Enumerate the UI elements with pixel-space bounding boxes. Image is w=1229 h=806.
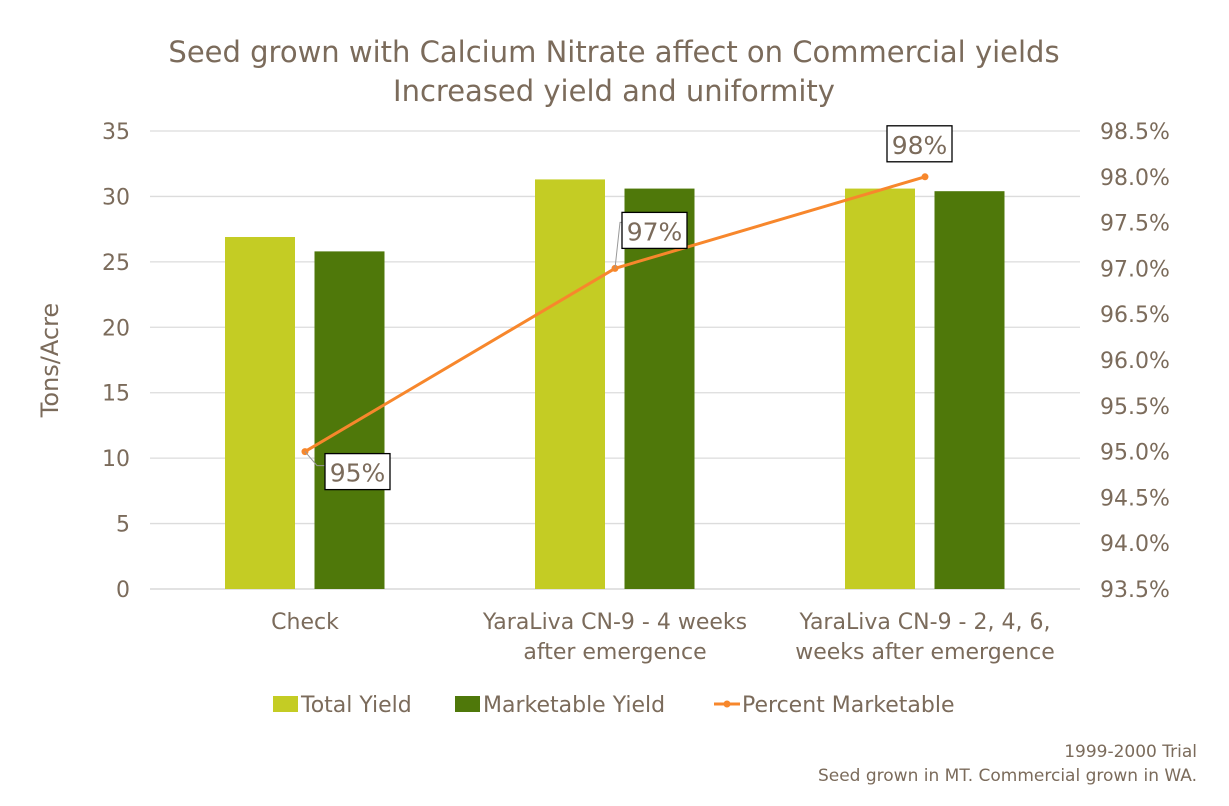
footnote-line-1: 1999-2000 Trial [1064,742,1197,762]
y2-tick-label: 96.0% [1100,349,1170,374]
footnote-line-2: Seed grown in MT. Commercial grown in WA… [818,766,1197,786]
y2-tick-label: 98.5% [1100,120,1170,145]
legend-label: Marketable Yield [483,693,665,718]
y2-tick-label: 98.0% [1100,166,1170,191]
y2-tick-label: 97.5% [1100,212,1170,237]
bar-marketable-yield [934,191,1005,590]
legend-label: Total Yield [300,693,412,718]
gridlines [150,130,1080,590]
y2-tick-label: 96.5% [1100,303,1170,328]
y2-tick-label: 97.0% [1100,257,1170,282]
y-axis-label: Tons/Acre [36,303,64,418]
bars [225,179,1005,590]
x-tick-label: weeks after emergence [795,640,1055,665]
percent-marketable-line [304,175,926,453]
x-tick-label: Check [271,610,339,635]
legend-swatch [455,696,480,712]
y-tick-label: 15 [102,382,130,407]
x-axis-ticks: Check YaraLiva CN-9 - 4 weeks after emerge… [271,610,1055,665]
y-tick-label: 25 [102,251,130,276]
legend: Total Yield Marketable Yield Percent Marke… [273,693,955,718]
y2-tick-label: 94.5% [1100,486,1170,511]
x-tick-label: after emergence [523,640,706,665]
x-tick-label: YaraLiva CN-9 - 4 weeks [482,610,747,635]
y2-tick-label: 94.0% [1100,532,1170,557]
chart-title: Seed grown with Calcium Nitrate affect o… [168,35,1059,69]
legend-marker [723,700,731,708]
data-label: 95% [330,459,386,488]
data-label-box [324,452,391,491]
y2-axis-ticks: 93.5% 94.0% 94.5% 95.0% 95.5% 96.0% 96.5% 97.0%… [1100,120,1170,603]
percent-line: 95% 97% 98% [301,125,953,491]
y2-tick-label: 95.0% [1100,441,1170,466]
chart-subtitle: Increased yield and uniformity [393,74,835,108]
y2-tick-label: 93.5% [1100,578,1170,603]
label-leader [304,451,325,467]
label-leader [614,221,622,269]
y-tick-label: 0 [116,578,130,603]
legend-swatch [273,696,298,712]
line-point [921,173,929,181]
legend-label: Percent Marketable [742,693,955,718]
bar-marketable-yield [314,251,385,590]
data-label-box [886,125,953,163]
y-axis-ticks: 0 5 10 15 20 25 30 35 [102,120,130,603]
y2-tick-label: 95.5% [1100,395,1170,420]
data-label: 97% [627,217,683,246]
y-tick-label: 20 [102,316,130,341]
bar-total-yield [225,236,295,589]
data-label: 98% [892,131,948,160]
y-tick-label: 30 [102,185,130,210]
bar-total-yield [535,179,605,589]
data-label-box [621,211,688,250]
y-tick-label: 35 [102,120,130,145]
bar-total-yield [845,188,915,589]
y-tick-label: 5 [116,513,130,538]
x-tick-label: YaraLiva CN-9 - 2, 4, 6, [799,610,1051,635]
y-tick-label: 10 [102,447,130,472]
